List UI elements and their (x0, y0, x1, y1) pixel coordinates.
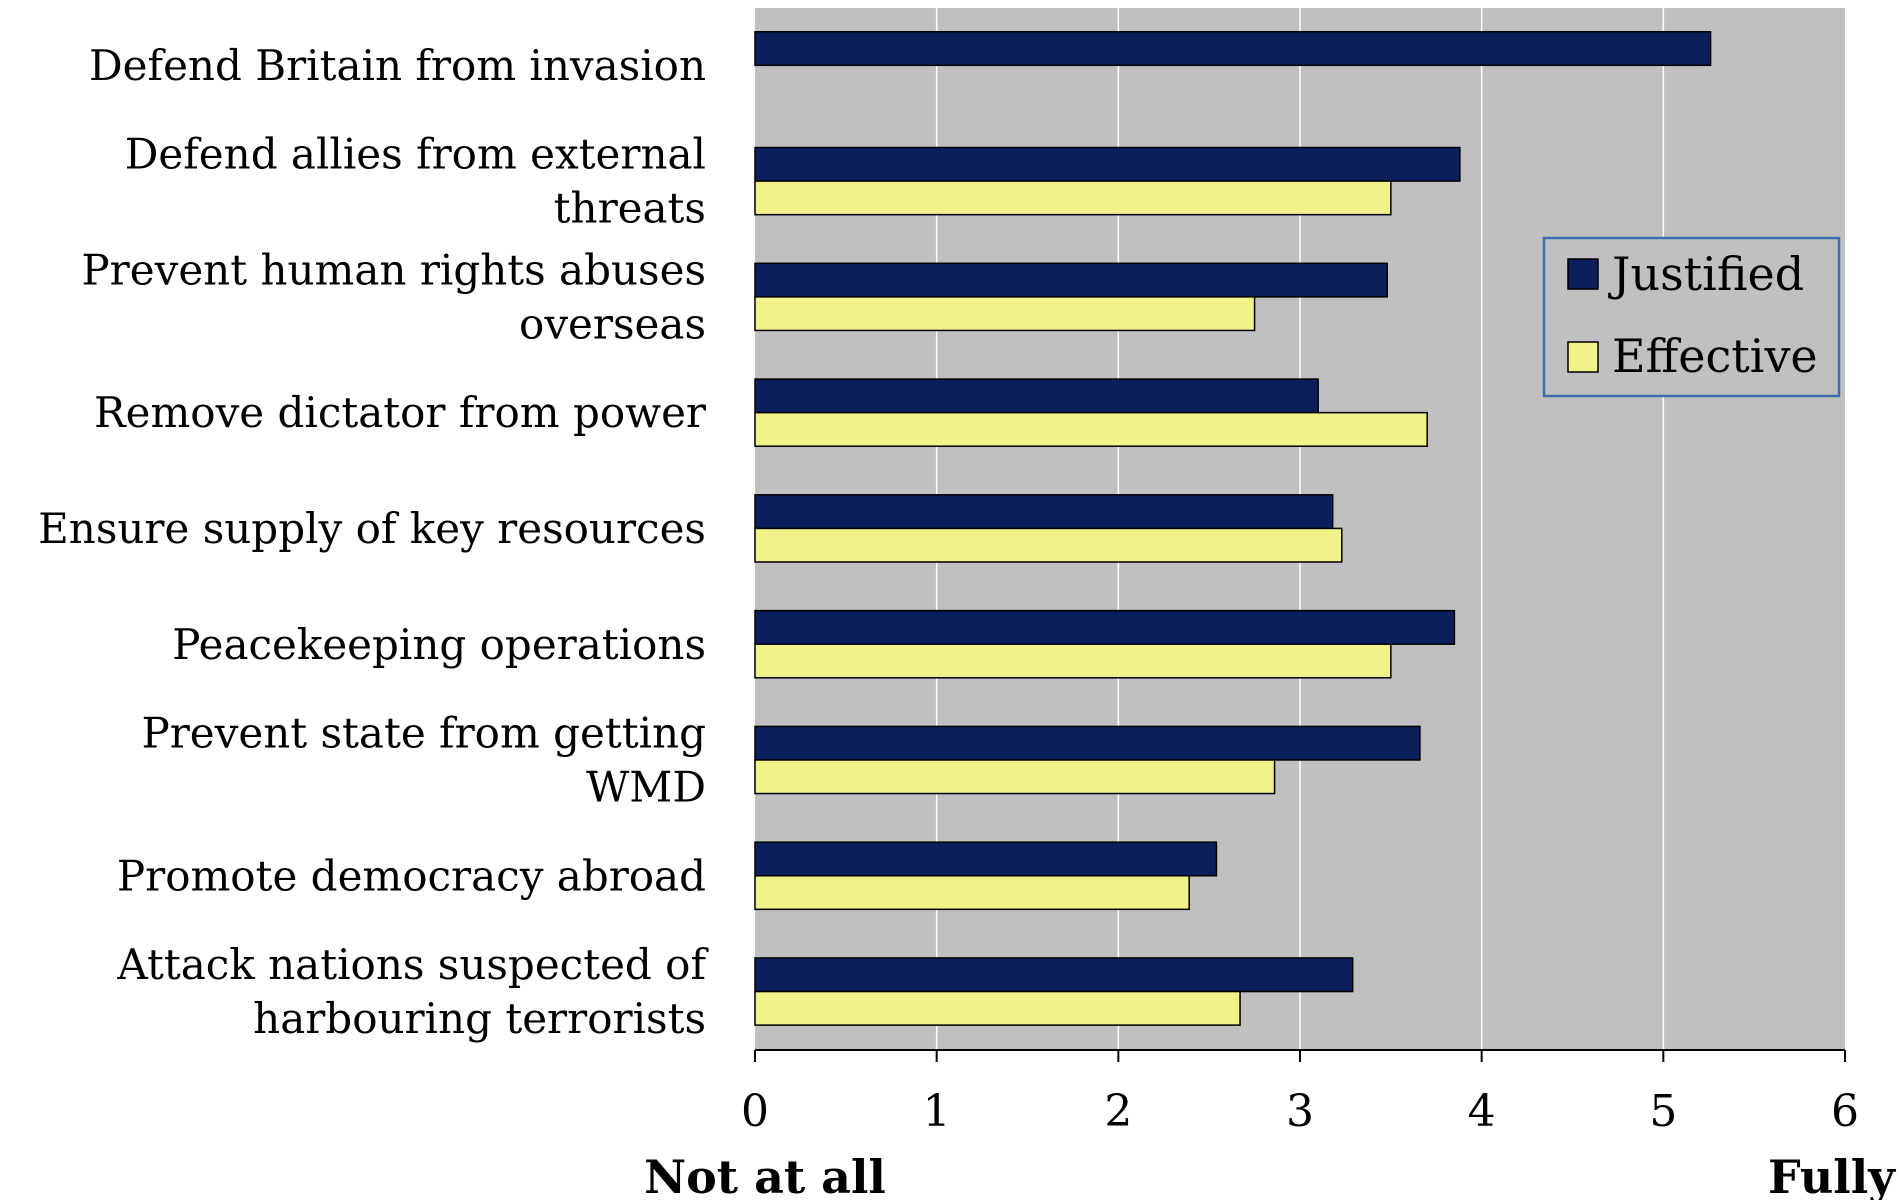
category-label-line: threats (554, 184, 706, 233)
x-tick-label: 6 (1831, 1086, 1859, 1137)
category-label-5: Peacekeeping operations (172, 620, 706, 669)
x-tick-label: 1 (923, 1086, 951, 1137)
bar-justified-2 (754, 262, 1388, 298)
bar-effective-6 (754, 759, 1276, 795)
category-label-line: Prevent human rights abuses (81, 245, 706, 294)
legend: Justified Effective (1542, 236, 1841, 398)
category-label-line: Attack nations suspected of (116, 940, 709, 989)
category-label-line: Ensure supply of key resources (38, 504, 706, 553)
bar-justified-4 (754, 494, 1334, 530)
category-label-2: Prevent human rights abuses overseas (81, 245, 706, 348)
legend-swatch-effective (1567, 341, 1599, 373)
category-label-0: Defend Britain from invasion (89, 41, 706, 90)
bar-effective-4 (754, 527, 1343, 563)
x-ticks: 0 1 2 3 4 5 6 (741, 1050, 1859, 1137)
bar-justified-1 (754, 146, 1461, 182)
bars (754, 30, 1712, 1026)
category-label-4: Ensure supply of key resources (38, 504, 706, 553)
category-label-line: Defend allies from external (125, 130, 706, 179)
bar-effective-3 (754, 411, 1428, 447)
category-label-line: harbouring terrorists (253, 994, 706, 1043)
x-tick-label: 5 (1649, 1086, 1677, 1137)
category-labels: Defend Britain from invasion Defend allie… (38, 41, 709, 1043)
x-tick-label: 2 (1104, 1086, 1132, 1137)
bar-justified-6 (754, 725, 1421, 761)
x-tick-label: 3 (1286, 1086, 1314, 1137)
legend-label-justified: Justified (1608, 247, 1804, 301)
legend-swatch-justified (1567, 258, 1599, 290)
x-tick-label: 4 (1468, 1086, 1496, 1137)
category-label-8: Attack nations suspected of harbouring te… (116, 940, 709, 1043)
category-label-line: WMD (586, 763, 706, 812)
category-label-3: Remove dictator from power (94, 388, 707, 437)
x-end-label-left: Not at all (644, 1150, 886, 1200)
bar-justified-5 (754, 609, 1456, 645)
category-label-line: Promote democracy abroad (117, 851, 706, 900)
bar-effective-7 (754, 875, 1190, 911)
category-label-6: Prevent state from getting WMD (141, 709, 706, 812)
bar-effective-5 (754, 643, 1392, 679)
bar-justified-0 (754, 30, 1712, 67)
legend-label-effective: Effective (1612, 329, 1818, 383)
category-label-line: Remove dictator from power (94, 388, 707, 437)
bar-effective-2 (754, 296, 1256, 332)
category-label-7: Promote democracy abroad (117, 851, 706, 900)
bar-justified-8 (754, 957, 1354, 993)
category-label-line: Prevent state from getting (141, 709, 706, 758)
x-tick-label: 0 (741, 1086, 769, 1137)
bar-effective-8 (754, 990, 1241, 1026)
bar-justified-7 (754, 841, 1218, 877)
bar-effective-1 (754, 180, 1392, 216)
category-label-line: Peacekeeping operations (172, 620, 706, 669)
bar-justified-3 (754, 378, 1319, 414)
category-label-1: Defend allies from external threats (125, 130, 706, 233)
category-label-line: overseas (519, 299, 706, 348)
category-label-line: Defend Britain from invasion (89, 41, 706, 90)
x-end-label-right: Fully (1768, 1150, 1896, 1200)
